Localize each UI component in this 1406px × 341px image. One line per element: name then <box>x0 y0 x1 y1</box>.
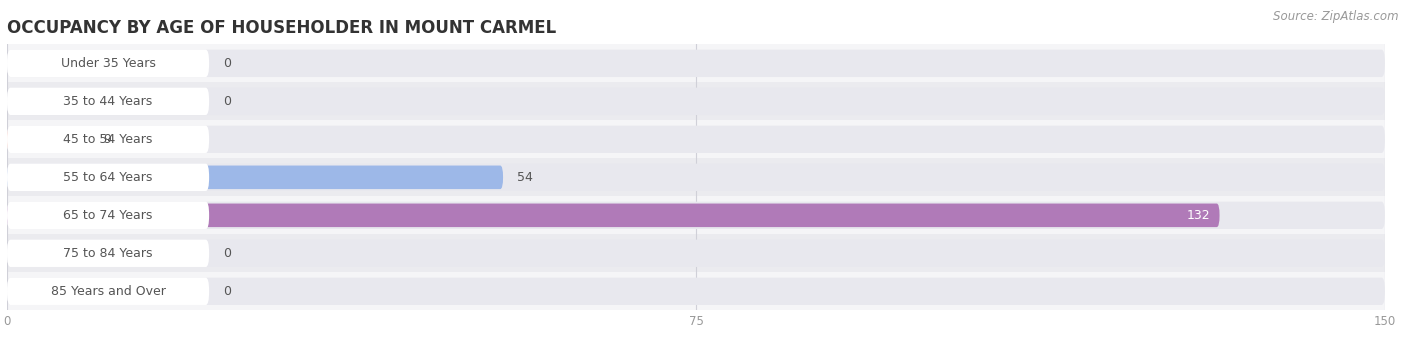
Bar <box>7 196 1385 234</box>
Text: 0: 0 <box>224 285 231 298</box>
FancyBboxPatch shape <box>7 125 1385 153</box>
Text: 65 to 74 Years: 65 to 74 Years <box>63 209 153 222</box>
FancyBboxPatch shape <box>7 50 209 77</box>
Bar <box>7 44 1385 82</box>
Text: OCCUPANCY BY AGE OF HOUSEHOLDER IN MOUNT CARMEL: OCCUPANCY BY AGE OF HOUSEHOLDER IN MOUNT… <box>7 19 557 37</box>
FancyBboxPatch shape <box>7 165 503 189</box>
Text: Under 35 Years: Under 35 Years <box>60 57 156 70</box>
FancyBboxPatch shape <box>7 204 1219 227</box>
Text: 45 to 54 Years: 45 to 54 Years <box>63 133 153 146</box>
FancyBboxPatch shape <box>7 240 209 267</box>
Text: 55 to 64 Years: 55 to 64 Years <box>63 171 153 184</box>
FancyBboxPatch shape <box>7 88 209 115</box>
FancyBboxPatch shape <box>7 240 1385 267</box>
Text: 0: 0 <box>224 247 231 260</box>
Bar <box>7 234 1385 272</box>
FancyBboxPatch shape <box>7 278 1385 305</box>
FancyBboxPatch shape <box>7 164 1385 191</box>
Text: 132: 132 <box>1187 209 1211 222</box>
Bar <box>7 120 1385 158</box>
FancyBboxPatch shape <box>7 125 209 153</box>
Text: 0: 0 <box>224 95 231 108</box>
FancyBboxPatch shape <box>7 88 1385 115</box>
Text: 0: 0 <box>224 57 231 70</box>
Text: 35 to 44 Years: 35 to 44 Years <box>63 95 153 108</box>
Bar <box>7 272 1385 310</box>
FancyBboxPatch shape <box>7 202 1385 229</box>
Text: 85 Years and Over: 85 Years and Over <box>51 285 166 298</box>
FancyBboxPatch shape <box>7 278 209 305</box>
Bar <box>7 82 1385 120</box>
FancyBboxPatch shape <box>7 128 90 151</box>
Text: 54: 54 <box>517 171 533 184</box>
Text: 75 to 84 Years: 75 to 84 Years <box>63 247 153 260</box>
Text: 9: 9 <box>104 133 111 146</box>
FancyBboxPatch shape <box>7 164 209 191</box>
FancyBboxPatch shape <box>7 202 209 229</box>
Text: Source: ZipAtlas.com: Source: ZipAtlas.com <box>1274 10 1399 23</box>
FancyBboxPatch shape <box>7 50 1385 77</box>
Bar <box>7 158 1385 196</box>
